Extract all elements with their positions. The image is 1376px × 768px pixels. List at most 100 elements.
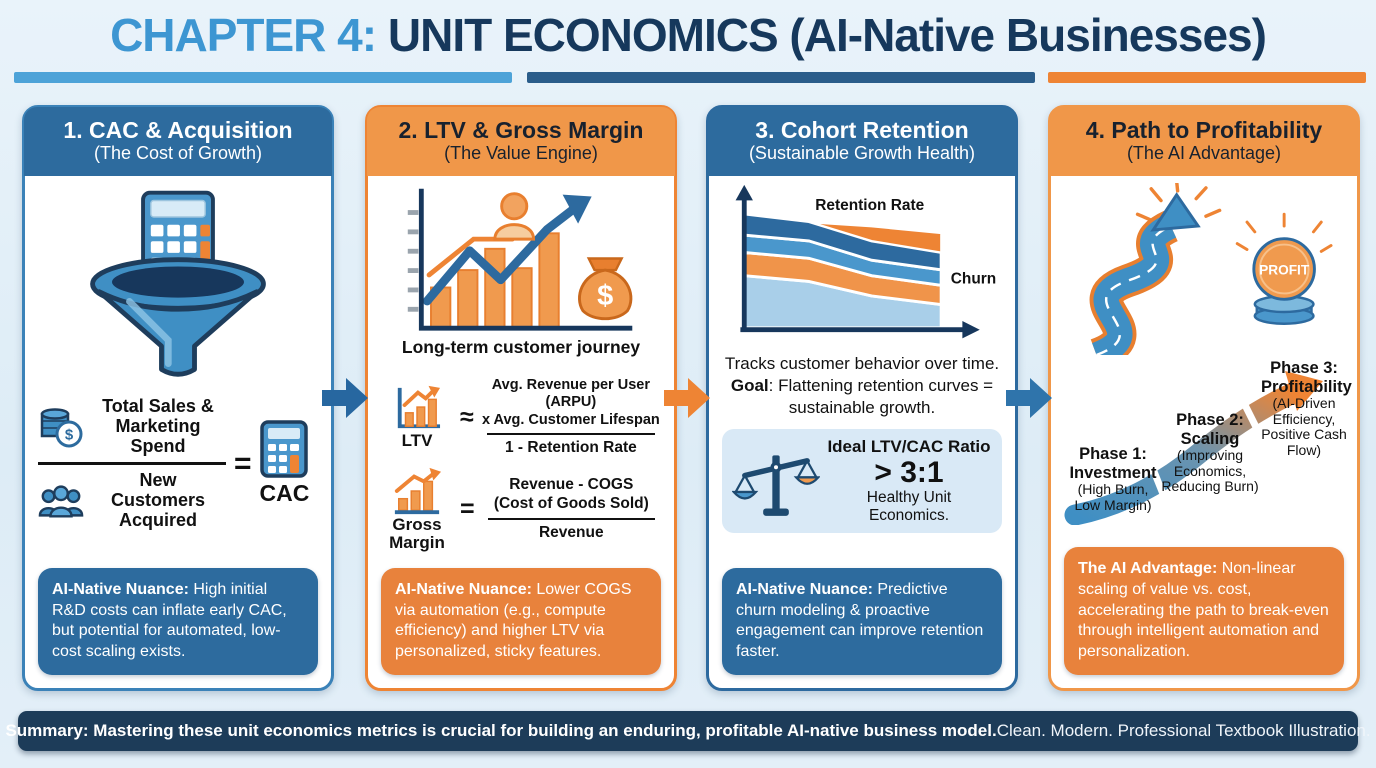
panel2-subtitle: (The Value Engine) [444,143,598,164]
panel3-nuance-text: Predictive churn modeling & proactive en… [736,580,984,661]
equals-sign: = [460,494,475,523]
panel3-nuance-box: AI-Native Nuance: Predictive churn model… [722,567,1002,675]
churn-label: Churn [951,270,996,287]
cac-fraction: $ Total Sales & Marketing Spend [38,396,226,531]
gm-numerator-2: (Cost of Goods Sold) [493,495,649,513]
divider-segment-darkblue [527,72,1035,83]
panel2-body: $ Long-term customer journey LTV [368,175,674,688]
panel4-subtitle: (The AI Advantage) [1126,143,1282,164]
cac-result-label: CAC [259,480,310,507]
panel1-header: 1. CAC & Acquisition (The Cost of Growth… [24,107,332,177]
panel4-title: 4. Path to Profitability [1085,117,1323,143]
profit-coin-icon: PROFIT [1235,212,1333,325]
ltv-numerator-2: x Avg. Customer Lifespan [481,411,660,428]
flow-arrow-3-icon [1006,378,1052,418]
fraction-line [486,433,655,436]
panel2-caption: Long-term customer journey [401,337,641,358]
cohort-retention-chart: Retention Rate Churn [735,184,996,339]
dollar-glyph: $ [597,280,613,312]
panel4-header: 4. Path to Profitability (The AI Advanta… [1050,107,1358,177]
panel1-nuance-label: AI-Native Nuance: [52,580,189,598]
panel2-nuance-box: AI-Native Nuance: Lower COGS via automat… [381,567,661,675]
gross-margin-fraction: Revenue - COGS (Cost of Goods Sold) Reve… [482,476,661,541]
retention-rate-label: Retention Rate [815,197,924,214]
summary-bar: Summary: Mastering these unit economics … [5,711,1371,751]
summary-regular-text: Clean. Modern. Professional Textbook Ill… [996,721,1371,740]
money-bag-icon: $ [578,257,633,321]
gross-margin-chart-icon [394,468,442,515]
panel3-desc-line1: Tracks customer behavior over time. [724,354,1000,374]
panel3-nuance-label: AI-Native Nuance: [736,580,873,598]
panel3-header: 3. Cohort Retention (Sustainable Growth … [708,107,1016,177]
ratio-value: > 3:1 [874,456,944,490]
panel3-goal-label: Goal [730,376,769,396]
equals-sign: = [234,446,252,480]
cac-formula: $ Total Sales & Marketing Spend [38,396,318,531]
rays-icon [1135,183,1222,222]
phases-diagram: Phase 1: Investment (High Burn, Low Marg… [1061,357,1352,526]
panel4-nuance-text: Non-linear scaling of value vs. cost, ac… [1078,560,1329,661]
dollar-glyph: $ [65,426,74,443]
panel3-title: 3. Cohort Retention [755,117,969,143]
panel1-title: 1. CAC & Acquisition [63,117,293,143]
flow-arrow-2-icon [664,378,710,418]
panel2-nuance-text: Lower COGS via automation (e.g., compute… [395,580,632,661]
panel3-body: Retention Rate Churn Tracks customer beh… [709,175,1015,688]
phases-arrow-icon [1064,371,1323,526]
panel1-body: $ Total Sales & Marketing Spend [25,175,331,688]
calculator-icon [260,420,309,479]
panel3-subtitle: (Sustainable Growth Health) [748,143,976,164]
phase-1-label: Phase 1: Investment (High Burn, Low Marg… [1069,445,1157,513]
panel4-nuance-box: The AI Advantage: Non-linear scaling of … [1064,547,1344,675]
cac-denominator: New Customers Acquired [110,470,206,531]
panel4-body: PROFIT Phase 1: [1051,175,1357,688]
flow-arrow-1-icon [322,378,368,418]
ltv-chart-icon [397,386,441,429]
panel2-header: 2. LTV & Gross Margin (The Value Engine) [367,107,675,177]
ratio-note: Healthy Unit Economics. [866,488,952,524]
gross-margin-formula: Gross Margin = Revenue - COGS (Cost of G… [381,466,661,552]
ltv-fraction: Avg. Revenue per User (ARPU) x Avg. Cust… [481,377,661,457]
fraction-line [487,517,655,520]
growth-chart-illustration: $ [407,188,633,331]
ltv-label: LTV [401,431,433,451]
person-icon [493,192,536,241]
chapter-label: CHAPTER 4: [110,9,377,61]
ratio-text: Ideal LTV/CAC Ratio > 3:1 Healthy Unit E… [826,437,992,525]
people-icon [38,485,84,518]
divider-segment-orange [1048,72,1366,83]
cac-numerator: Total Sales & Marketing Spend [102,396,214,456]
panel3-goal-text: : Flattening retention curves = sustaina… [768,376,994,418]
balance-scale-icon [732,455,820,516]
ltv-formula: LTV ≈ Avg. Revenue per User (ARPU) x Avg… [381,377,661,457]
gm-denominator: Revenue [538,523,604,541]
gross-margin-label: Gross Margin [389,515,445,553]
panel4-nuance-label: The AI Advantage: [1078,560,1218,578]
panel1-nuance-text: High initial R&D costs can inflate early… [52,580,287,661]
panel1-subtitle: (The Cost of Growth) [93,143,263,164]
panel1-nuance-box: AI-Native Nuance: High initial R&D costs… [38,567,318,675]
approx-sign: ≈ [460,402,474,431]
ltv-numerator-1: Avg. Revenue per User (ARPU) [491,377,650,411]
panel3-description: Tracks customer behavior over time. Goal… [722,353,1002,419]
panel-cohort-retention: 3. Cohort Retention (Sustainable Growth … [706,105,1018,691]
page-title: CHAPTER 4: UNIT ECONOMICS (AI-Native Bus… [0,8,1376,62]
panel2-nuance-label: AI-Native Nuance: [395,580,532,598]
ratio-title: Ideal LTV/CAC Ratio [827,437,991,457]
panel2-title: 2. LTV & Gross Margin [398,117,644,143]
phase-3-label: Phase 3: Profitability (AI-Driven Effici… [1261,359,1352,458]
ltv-cac-ratio-box: Ideal LTV/CAC Ratio > 3:1 Healthy Unit E… [722,429,1002,533]
winding-road-illustration: PROFIT [1089,183,1333,356]
coins-dollar-icon: $ [40,407,83,448]
profit-label: PROFIT [1259,262,1310,277]
panel-ltv-gross-margin: 2. LTV & Gross Margin (The Value Engine) [365,105,677,691]
panel-cac-acquisition: 1. CAC & Acquisition (The Cost of Growth… [22,105,334,691]
cac-result: CAC [259,420,310,507]
summary-bold-text: Summary: Mastering these unit economics … [5,721,997,740]
divider-segment-lightblue [14,72,512,83]
funnel-calculator-icon [90,190,266,377]
fraction-line [38,462,226,466]
phase-2-label: Phase 2: Scaling (Improving Economics, R… [1161,411,1259,495]
ltv-denominator: 1 - Retention Rate [504,439,637,457]
